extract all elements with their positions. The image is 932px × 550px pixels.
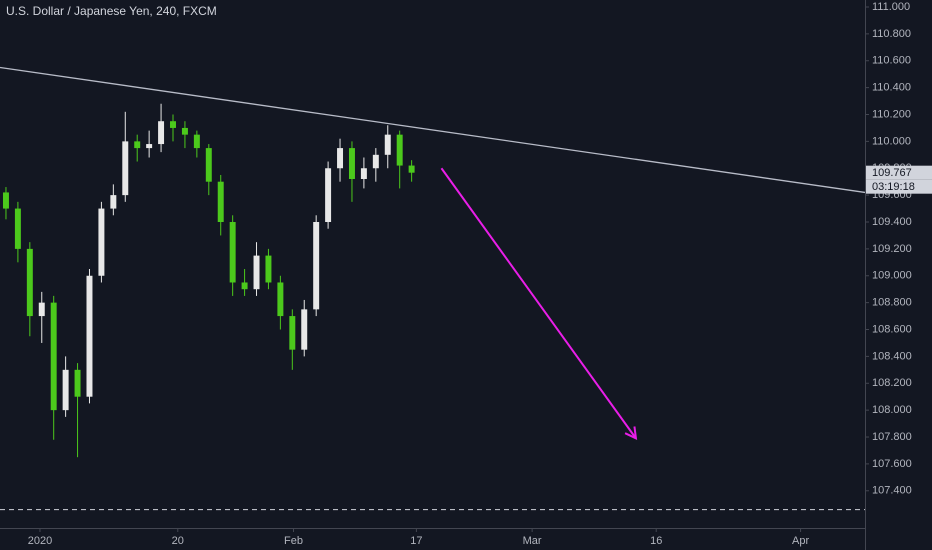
- candle-body: [265, 255, 272, 283]
- y-tick-label: 110.000: [872, 135, 911, 147]
- y-tick-label: 110.800: [872, 28, 911, 40]
- y-tick-label: 107.800: [872, 431, 912, 443]
- y-tick-label: 110.600: [872, 55, 911, 67]
- y-tick-label: 108.000: [872, 404, 912, 416]
- y-tick-label: 108.600: [872, 323, 912, 335]
- chart-title: U.S. Dollar / Japanese Yen, 240, FXCM: [6, 4, 217, 18]
- candle-body: [38, 302, 45, 317]
- candle-body: [86, 275, 93, 397]
- trend-line: [0, 66, 866, 194]
- candle-body: [110, 195, 117, 209]
- candle-body: [217, 181, 224, 223]
- y-tick-label: 110.400: [872, 82, 911, 94]
- arrow-line: [440, 167, 637, 439]
- candle-body: [253, 255, 260, 290]
- x-tick-label: 17: [410, 535, 422, 547]
- candle-body: [98, 208, 105, 276]
- y-tick-label: 110.200: [872, 108, 911, 120]
- y-tick-label: 109.200: [872, 243, 912, 255]
- x-tick-label: 16: [650, 535, 662, 547]
- candle-body: [181, 127, 188, 135]
- candle-body: [14, 208, 21, 249]
- candle-body: [134, 141, 141, 149]
- candle-body: [372, 154, 379, 169]
- candle-body: [337, 148, 344, 169]
- x-tick-label: Mar: [523, 535, 542, 547]
- candle-body: [301, 309, 308, 350]
- candle-body: [50, 302, 57, 411]
- candle-body: [384, 134, 391, 155]
- candle-body: [229, 222, 236, 283]
- arrow-head: [624, 426, 638, 441]
- candle-body: [348, 148, 355, 180]
- countdown-box: [866, 179, 932, 194]
- x-tick-label: 20: [172, 535, 184, 547]
- candle-body: [360, 168, 367, 180]
- x-tick-label: 2020: [28, 535, 52, 547]
- candle-body: [26, 248, 33, 317]
- x-tick-label: Feb: [284, 535, 303, 547]
- candle-body: [313, 222, 320, 310]
- candle-body: [170, 121, 176, 128]
- candle-body: [277, 282, 284, 317]
- y-tick-label: 111.000: [872, 1, 910, 13]
- y-tick-label: 107.400: [872, 485, 912, 497]
- candle-body: [158, 121, 165, 145]
- candle-body: [205, 148, 212, 182]
- y-tick-label: 107.600: [872, 458, 912, 470]
- y-tick-label: 109.400: [872, 216, 912, 228]
- candle-body: [396, 134, 403, 166]
- y-tick-label: 108.800: [872, 297, 912, 309]
- last-price-box: [866, 165, 932, 180]
- countdown-label: 03:19:18: [872, 181, 915, 193]
- x-tick-label: Apr: [792, 535, 809, 547]
- y-tick-label: 108.200: [872, 377, 912, 389]
- candle-body: [408, 165, 415, 173]
- candle-body: [325, 168, 332, 223]
- candle-body: [193, 134, 200, 149]
- candle-body: [62, 369, 69, 411]
- candle-body: [122, 141, 129, 196]
- candle-body: [241, 282, 248, 290]
- candle-body: [2, 192, 9, 209]
- candle-body: [289, 316, 296, 350]
- y-tick-label: 109.000: [872, 270, 912, 282]
- candle-body: [74, 369, 81, 397]
- candle-body: [146, 144, 153, 149]
- last-price-label: 109.767: [872, 167, 912, 179]
- y-tick-label: 108.400: [872, 350, 912, 362]
